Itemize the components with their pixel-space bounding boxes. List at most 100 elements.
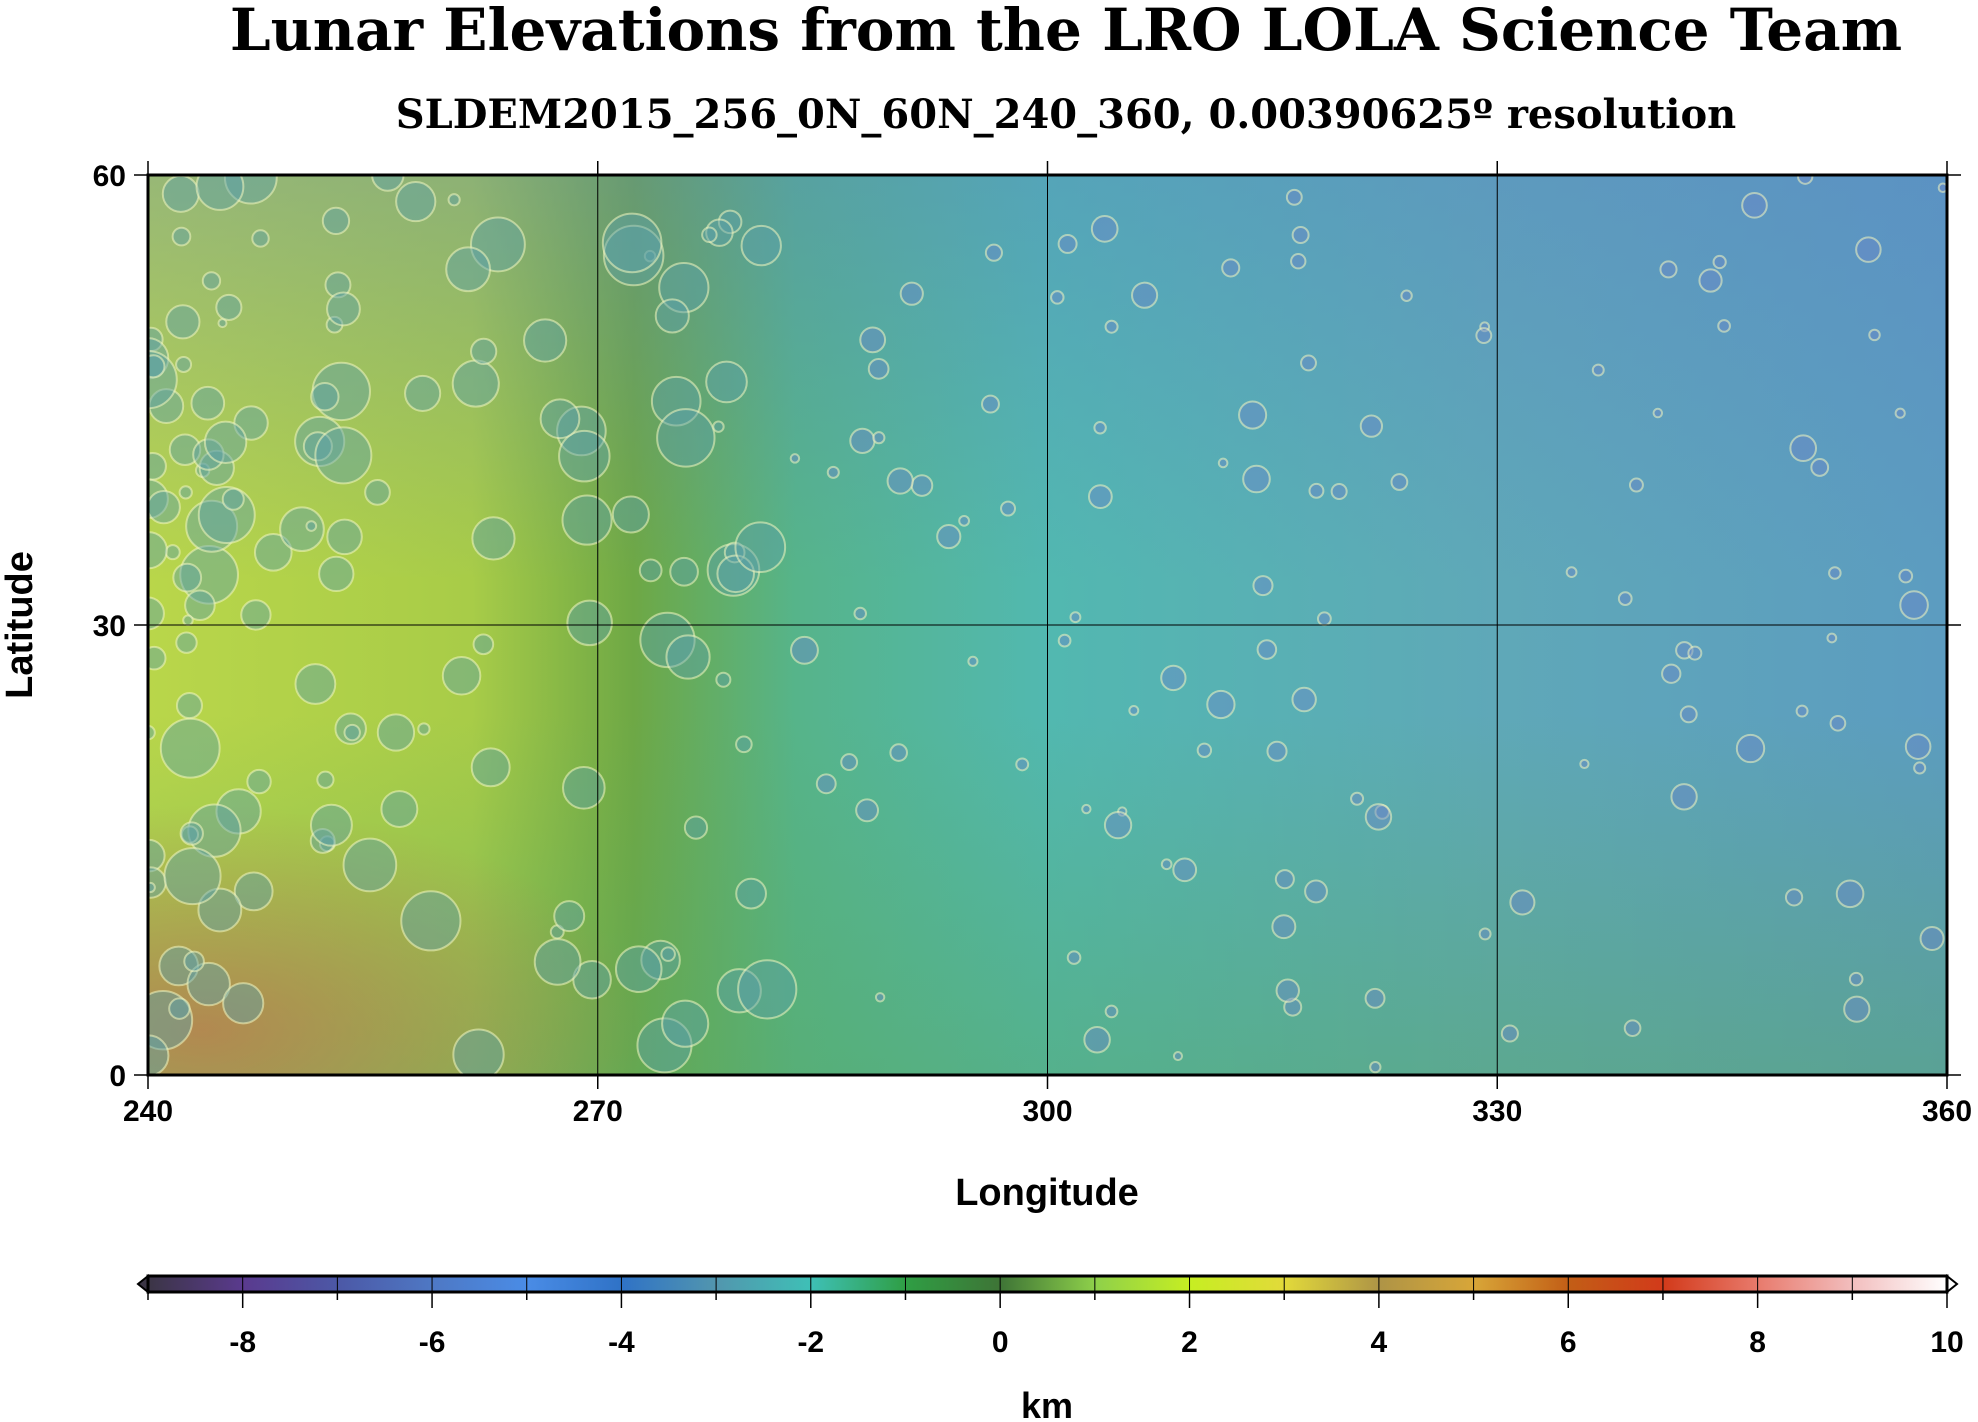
crater <box>1274 869 1295 890</box>
crater <box>1509 889 1536 916</box>
crater <box>1565 566 1578 578</box>
crater <box>561 494 613 546</box>
crater <box>562 766 606 810</box>
crater <box>735 735 753 754</box>
crater <box>1000 500 1017 517</box>
colorbar-segment <box>242 1276 338 1292</box>
crater <box>203 420 248 464</box>
crater <box>859 326 887 354</box>
crater <box>195 175 245 211</box>
crater <box>190 385 226 421</box>
crater <box>1081 803 1092 815</box>
crater <box>1316 611 1332 627</box>
crater <box>253 533 293 572</box>
crater <box>1090 215 1119 243</box>
crater <box>182 614 194 627</box>
crater <box>553 900 586 933</box>
crater <box>470 747 511 788</box>
crater <box>451 359 500 408</box>
crater <box>1670 783 1698 811</box>
crater <box>1591 363 1605 377</box>
crater <box>171 226 192 247</box>
crater <box>1659 260 1678 279</box>
crater <box>1789 434 1818 463</box>
crater <box>1698 268 1723 293</box>
crater <box>1350 791 1365 806</box>
x-tick-label: 330 <box>1472 1095 1522 1128</box>
crater <box>1913 761 1927 775</box>
crater <box>1238 400 1268 430</box>
crater <box>452 1028 505 1075</box>
y-tick-label: 0 <box>109 1060 126 1093</box>
crater <box>1275 978 1300 1003</box>
crater <box>326 518 363 556</box>
crater <box>654 298 690 334</box>
crater <box>470 337 498 366</box>
crater <box>1242 464 1271 494</box>
colorbar-segment <box>905 1276 1001 1292</box>
crater <box>1810 458 1830 477</box>
crater <box>183 950 205 973</box>
crater <box>376 713 416 752</box>
colorbar-tick-label: 2 <box>1181 1326 1198 1359</box>
crater <box>661 999 710 1048</box>
crater <box>1252 575 1274 597</box>
colorbar-segment <box>337 1276 433 1292</box>
crater <box>717 209 743 235</box>
crater <box>855 798 880 823</box>
crater <box>302 431 333 462</box>
crater <box>1894 407 1906 419</box>
crater <box>1069 611 1082 624</box>
crater <box>1057 633 1072 648</box>
crater <box>639 611 696 669</box>
crater <box>223 175 278 205</box>
crater <box>221 487 245 511</box>
crater <box>175 355 193 373</box>
colorbar-frame <box>146 1274 1949 1294</box>
crater <box>164 544 181 561</box>
colorbar-tick-label: 10 <box>1930 1326 1963 1359</box>
crater <box>958 514 970 527</box>
crater <box>222 982 265 1025</box>
crater <box>967 655 979 667</box>
crater <box>1835 879 1865 909</box>
crater <box>321 206 351 236</box>
colorbar-segment <box>1094 1276 1191 1292</box>
crater <box>404 374 442 412</box>
crater <box>1196 742 1213 758</box>
crater <box>638 558 663 583</box>
crater <box>1364 987 1386 1009</box>
crater <box>343 723 361 742</box>
crater <box>715 671 732 688</box>
crater <box>1848 971 1864 987</box>
crater <box>734 521 787 574</box>
colorbar-tick-label: 6 <box>1560 1326 1577 1359</box>
crater <box>735 877 767 910</box>
crater <box>1855 236 1882 263</box>
crater <box>1579 758 1590 770</box>
x-tick-label: 360 <box>1922 1095 1972 1128</box>
crater <box>740 224 782 267</box>
crater <box>1741 192 1768 219</box>
crater <box>179 821 204 846</box>
crater <box>665 634 711 680</box>
crater <box>1131 281 1159 309</box>
crater <box>233 871 274 912</box>
crater <box>1285 188 1303 206</box>
crater <box>936 523 962 550</box>
colorbar-segment <box>1662 1276 1759 1292</box>
crater <box>184 589 216 622</box>
colorbar-segment <box>526 1276 622 1292</box>
crater <box>314 426 373 485</box>
crater <box>1712 254 1727 270</box>
crater <box>1206 689 1236 720</box>
crater <box>701 226 718 244</box>
crater <box>1919 926 1945 952</box>
crater <box>1221 258 1241 278</box>
crater <box>790 635 819 665</box>
crater <box>1868 328 1881 342</box>
x-axis-label: Longitude <box>955 1172 1139 1214</box>
crater <box>163 847 222 906</box>
crater <box>1256 639 1278 660</box>
